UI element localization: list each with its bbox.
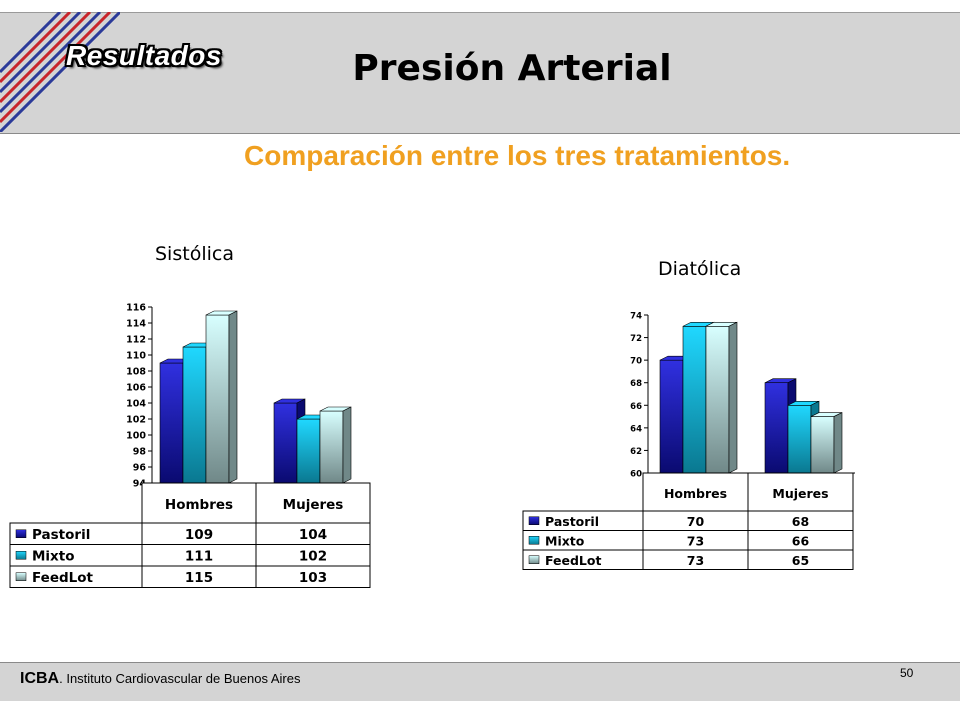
table-value: 73 — [687, 533, 704, 548]
logo-stripes-icon — [0, 12, 120, 132]
y-tick-label: 68 — [630, 379, 642, 389]
footer-org: ICBA. Instituto Cardiovascular de Buenos… — [20, 670, 300, 688]
footer-band — [0, 662, 960, 701]
y-tick-label: 94 — [133, 479, 147, 490]
legend-swatch-feedlot — [15, 572, 27, 581]
legend-label-mixto: Mixto — [32, 548, 75, 564]
y-tick-label: 72 — [630, 334, 642, 344]
y-tick-label: 74 — [630, 312, 642, 322]
bar-mixto-mujeres — [296, 418, 321, 484]
chart-1: 60 62 64 66 68 70 72 74 Hombres Mujeres Pastoril 70… — [522, 312, 855, 570]
table-value: 104 — [299, 527, 327, 543]
footer-org-short: ICBA — [20, 670, 60, 687]
chart-title-diatolica: Diatólica — [658, 258, 742, 280]
table-value: 65 — [792, 553, 809, 568]
y-tick-label: 70 — [630, 357, 642, 367]
bar-pastoril-mujeres — [273, 402, 298, 484]
legend-label-pastoril: Pastoril — [545, 514, 599, 529]
y-tick-label: 98 — [133, 447, 147, 458]
table-header-mujeres: Mujeres — [772, 486, 828, 501]
bar-mixto-mujeres — [787, 404, 812, 474]
bar-feedlot-hombres — [205, 314, 230, 484]
table-header-hombres: Hombres — [165, 497, 233, 513]
y-tick-label: 64 — [630, 424, 642, 434]
bar-mixto-hombres — [682, 325, 707, 474]
table-value: 73 — [687, 553, 704, 568]
subtitle: Comparación entre los tres tratamientos. — [244, 140, 791, 171]
legend-swatch-feedlot — [528, 555, 540, 564]
bar-pastoril-mujeres — [764, 382, 789, 474]
legend-swatch-mixto — [528, 536, 540, 545]
bar-side — [228, 310, 238, 484]
table-value: 66 — [792, 533, 810, 548]
bar-side — [728, 321, 738, 474]
legend-label-feedlot: FeedLot — [32, 570, 94, 586]
table-header-hombres: Hombres — [664, 486, 727, 501]
bar-feedlot-mujeres — [810, 416, 835, 474]
bar-feedlot-hombres — [705, 325, 730, 474]
y-tick-label: 102 — [126, 415, 146, 426]
legend-label-mixto: Mixto — [545, 533, 585, 548]
chart-title-sistolica: Sistólica — [155, 243, 234, 265]
bar-side — [342, 406, 352, 484]
table-legend-cell — [9, 544, 143, 567]
table-value: 103 — [299, 570, 327, 586]
y-tick-label: 96 — [133, 463, 147, 474]
footer-org-full: . Instituto Cardiovascular de Buenos Air… — [59, 671, 301, 686]
bar-pastoril-hombres — [159, 362, 184, 484]
y-tick-label: 62 — [630, 447, 642, 457]
y-tick-label: 66 — [630, 402, 642, 412]
y-tick-label: 108 — [126, 367, 146, 378]
legend-swatch-pastoril — [15, 529, 27, 538]
bar-feedlot-mujeres — [319, 410, 344, 484]
table-value: 70 — [687, 514, 705, 529]
table-value: 102 — [299, 548, 327, 564]
page-number: 50 — [900, 666, 914, 680]
y-tick-label: 116 — [126, 303, 146, 314]
legend-swatch-pastoril — [528, 516, 540, 525]
bar-side — [833, 412, 843, 474]
table-header-mujeres: Mujeres — [283, 497, 344, 513]
y-tick-label: 104 — [126, 399, 146, 410]
y-tick-label: 114 — [126, 319, 146, 330]
legend-label-pastoril: Pastoril — [32, 527, 90, 543]
table-value: 109 — [185, 527, 213, 543]
bar-pastoril-hombres — [659, 359, 684, 474]
header-band — [0, 12, 960, 134]
table-value: 111 — [185, 548, 213, 564]
y-tick-label: 110 — [126, 351, 146, 362]
bar-mixto-hombres — [182, 346, 207, 484]
y-tick-label: 112 — [126, 335, 146, 346]
legend-label-feedlot: FeedLot — [545, 553, 601, 568]
table-cell — [255, 565, 371, 588]
y-tick-label: 60 — [630, 470, 642, 480]
chart-0: 94 96 98 100 102 104 106 108 110 112 114 116 Hombres… — [9, 303, 371, 588]
y-tick-label: 106 — [126, 383, 146, 394]
section-label: Resultados — [66, 40, 222, 71]
table-value: 68 — [792, 514, 809, 529]
table-cell — [747, 549, 854, 570]
table-value: 115 — [185, 570, 213, 586]
legend-swatch-mixto — [15, 551, 27, 560]
y-tick-label: 100 — [126, 431, 146, 442]
page-title: Presión Arterial — [352, 48, 672, 89]
